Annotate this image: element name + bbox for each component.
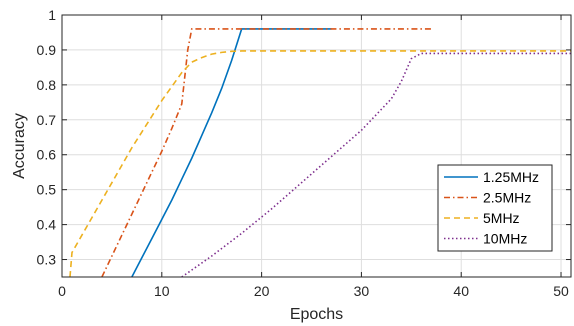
x-tick-label: 20 — [254, 283, 270, 299]
y-tick-label: 0.7 — [37, 112, 57, 128]
legend-entry: 5MHz — [483, 210, 520, 226]
legend-entry: 1.25MHz — [483, 169, 539, 185]
y-tick-label: 0.9 — [37, 42, 57, 58]
x-tick-label: 40 — [453, 283, 469, 299]
legend: 1.25MHz 2.5MHz 5MHz 10MHz — [438, 165, 552, 251]
y-tick-label: 0.4 — [37, 217, 57, 233]
x-axis-label: Epochs — [290, 306, 343, 323]
x-tick-label: 0 — [58, 283, 66, 299]
y-tick-label: 0.6 — [37, 147, 57, 163]
y-tick-label: 0.5 — [37, 182, 57, 198]
y-tick-label: 1 — [48, 7, 56, 23]
x-tick-label: 30 — [354, 283, 370, 299]
y-axis-label: Accuracy — [11, 113, 28, 179]
legend-entry: 10MHz — [483, 231, 527, 247]
x-tick-label: 50 — [553, 283, 569, 299]
y-tick-label: 0.3 — [37, 252, 57, 268]
y-tick-label: 0.8 — [37, 77, 57, 93]
x-tick-label: 10 — [154, 283, 170, 299]
legend-entry: 2.5MHz — [483, 190, 531, 206]
